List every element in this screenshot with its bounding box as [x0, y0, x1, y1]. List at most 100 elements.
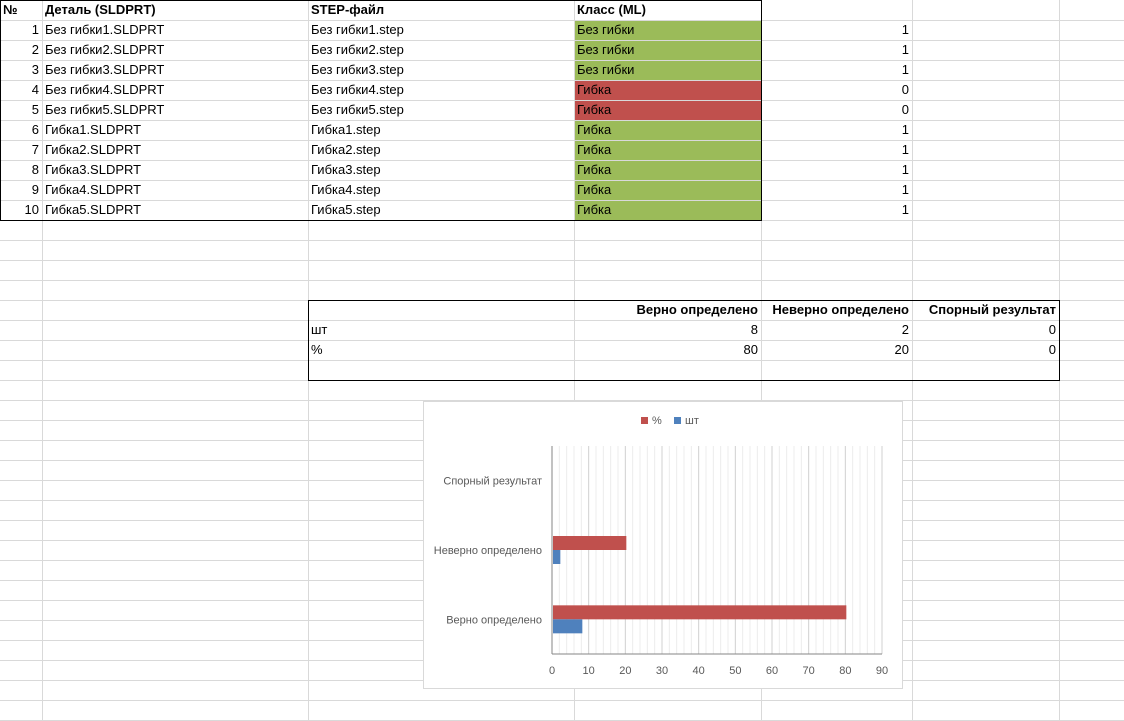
x-tick-label: 10	[583, 665, 595, 677]
match-flag-cell[interactable]: 0	[901, 82, 909, 97]
part-name-cell[interactable]: Без гибки5.SLDPRT	[45, 102, 165, 117]
summary-row-label[interactable]: шт	[311, 322, 328, 337]
x-tick-label: 90	[876, 665, 888, 677]
x-tick-label: 70	[803, 665, 815, 677]
parts-table-border	[0, 0, 762, 221]
class-cell-fill	[575, 21, 761, 40]
ml-class-cell[interactable]: Без гибки	[577, 42, 635, 57]
part-name-cell[interactable]: Гибка4.SLDPRT	[45, 182, 142, 197]
summary-value-cell[interactable]: 2	[901, 322, 909, 337]
match-flag-cell[interactable]: 0	[901, 102, 909, 117]
part-name-cell[interactable]: Гибка5.SLDPRT	[45, 202, 142, 217]
summary-header-cell[interactable]: Неверно определено	[772, 302, 909, 317]
part-name-cell[interactable]: Без гибки3.SLDPRT	[45, 62, 165, 77]
header-step[interactable]: STEP-файл	[311, 2, 385, 17]
class-cell-fill	[575, 81, 761, 100]
part-name-cell[interactable]: Гибка1.SLDPRT	[45, 122, 142, 137]
summary-value-cell[interactable]: 0	[1048, 322, 1056, 337]
header-num[interactable]: №	[3, 2, 18, 17]
summary-row-label[interactable]: %	[311, 342, 323, 357]
class-cell-fill	[575, 141, 761, 160]
match-flag-cell[interactable]: 1	[901, 182, 909, 197]
step-file-cell[interactable]: Гибка5.step	[311, 202, 381, 217]
ml-class-cell[interactable]: Гибка	[577, 122, 612, 137]
legend-swatch	[674, 417, 681, 424]
step-file-cell[interactable]: Гибка2.step	[311, 142, 381, 157]
class-cell-fill	[575, 161, 761, 180]
step-file-cell[interactable]: Без гибки1.step	[311, 22, 404, 37]
row-number-cell[interactable]: 10	[24, 202, 39, 217]
x-tick-label: 80	[839, 665, 851, 677]
ml-class-cell[interactable]: Гибка	[577, 82, 612, 97]
class-cell-fill	[575, 121, 761, 140]
row-number-cell[interactable]: 1	[31, 22, 39, 37]
match-flag-cell[interactable]: 1	[901, 42, 909, 57]
match-flag-cell[interactable]: 1	[901, 122, 909, 137]
row-number-cell[interactable]: 2	[31, 42, 39, 57]
match-flag-cell[interactable]: 1	[901, 202, 909, 217]
category-label: Неверно определено	[434, 545, 542, 557]
x-tick-label: 50	[729, 665, 741, 677]
match-flag-cell[interactable]: 1	[901, 62, 909, 77]
ml-class-cell[interactable]: Гибка	[577, 202, 612, 217]
part-name-cell[interactable]: Без гибки2.SLDPRT	[45, 42, 165, 57]
ml-class-cell[interactable]: Без гибки	[577, 22, 635, 37]
summary-table-border	[308, 300, 1060, 381]
ml-class-cell[interactable]: Гибка	[577, 182, 612, 197]
ml-class-cell[interactable]: Без гибки	[577, 62, 635, 77]
match-flag-cell[interactable]: 1	[901, 162, 909, 177]
header-part[interactable]: Деталь (SLDPRT)	[45, 2, 156, 17]
x-tick-label: 30	[656, 665, 668, 677]
step-file-cell[interactable]: Без гибки4.step	[311, 82, 404, 97]
category-label: Спорный результат	[443, 476, 542, 488]
summary-header-cell[interactable]: Верно определено	[636, 302, 758, 317]
part-name-cell[interactable]: Без гибки1.SLDPRT	[45, 22, 165, 37]
bar-count	[553, 550, 561, 564]
part-name-cell[interactable]: Гибка3.SLDPRT	[45, 162, 142, 177]
summary-value-cell[interactable]: 80	[743, 342, 758, 357]
class-cell-fill	[575, 101, 761, 120]
class-cell-fill	[575, 61, 761, 80]
step-file-cell[interactable]: Гибка3.step	[311, 162, 381, 177]
summary-value-cell[interactable]: 0	[1048, 342, 1056, 357]
row-number-cell[interactable]: 5	[31, 102, 39, 117]
legend-label: %	[652, 415, 662, 427]
row-number-cell[interactable]: 4	[31, 82, 39, 97]
summary-value-cell[interactable]: 20	[894, 342, 909, 357]
results-chart[interactable]: 0 10 20 30 40 50 60 70 80 90 Верно определено Невер…	[423, 401, 903, 689]
legend-swatch	[641, 417, 648, 424]
x-tick-label: 40	[693, 665, 705, 677]
legend-label: шт	[685, 415, 699, 427]
category-label: Верно определено	[446, 614, 542, 626]
bar-count	[553, 619, 583, 634]
class-cell-fill	[575, 201, 761, 220]
x-tick-label: 0	[549, 665, 555, 677]
row-number-cell[interactable]: 6	[31, 122, 39, 137]
x-tick-label: 60	[766, 665, 778, 677]
step-file-cell[interactable]: Гибка4.step	[311, 182, 381, 197]
header-class[interactable]: Класс (ML)	[577, 2, 646, 17]
ml-class-cell[interactable]: Гибка	[577, 102, 612, 117]
results-chart-svg: 0 10 20 30 40 50 60 70 80 90 Верно определено Невер…	[434, 415, 888, 677]
row-number-cell[interactable]: 9	[31, 182, 39, 197]
match-flag-cell[interactable]: 1	[901, 22, 909, 37]
part-name-cell[interactable]: Гибка2.SLDPRT	[45, 142, 142, 157]
bar-percent	[553, 536, 627, 550]
match-flag-cell[interactable]: 1	[901, 142, 909, 157]
part-name-cell[interactable]: Без гибки4.SLDPRT	[45, 82, 165, 97]
step-file-cell[interactable]: Без гибки2.step	[311, 42, 404, 57]
step-file-cell[interactable]: Без гибки5.step	[311, 102, 404, 117]
class-cell-fill	[575, 181, 761, 200]
step-file-cell[interactable]: Без гибки3.step	[311, 62, 404, 77]
class-cell-fill	[575, 41, 761, 60]
ml-class-cell[interactable]: Гибка	[577, 142, 612, 157]
row-number-cell[interactable]: 3	[31, 62, 39, 77]
step-file-cell[interactable]: Гибка1.step	[311, 122, 381, 137]
x-tick-label: 20	[619, 665, 631, 677]
ml-class-cell[interactable]: Гибка	[577, 162, 612, 177]
bar-percent	[553, 605, 847, 620]
row-number-cell[interactable]: 8	[31, 162, 39, 177]
summary-value-cell[interactable]: 8	[750, 322, 758, 337]
summary-header-cell[interactable]: Спорный результат	[928, 302, 1056, 317]
row-number-cell[interactable]: 7	[31, 142, 39, 157]
